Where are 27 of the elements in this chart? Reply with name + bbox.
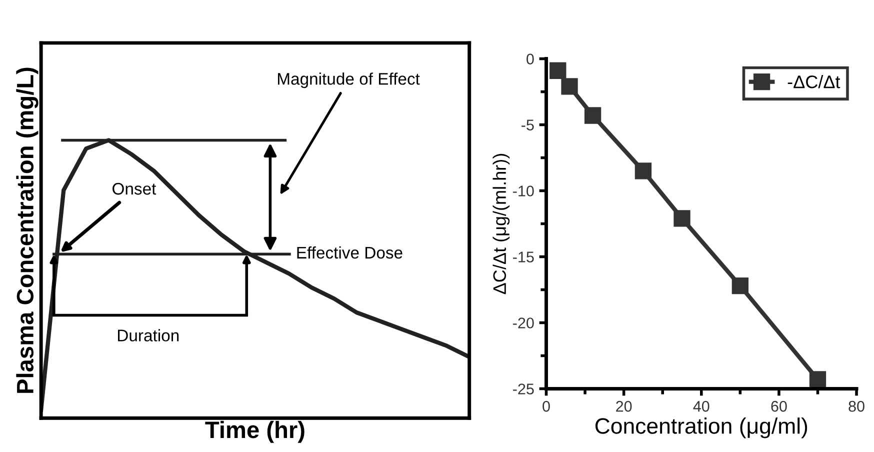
y-tick-label: -5 [522,120,534,130]
point [634,162,652,180]
x-tick-label: 80 [848,400,864,412]
x-tick-label: 20 [616,400,632,412]
ref-line-label: Effective Dose [297,246,402,259]
point [561,78,578,95]
point [550,62,566,79]
y-axis-title: Plasma Concentration (mg/L) [16,68,38,393]
annotation: Onset [112,182,156,195]
x-tick-label: 40 [693,400,710,412]
y-axis-title: ΔC/Δt (μg/(ml.hr)) [492,154,510,294]
point [809,371,826,388]
legend-label: -ΔC/Δt [788,75,840,88]
point [732,277,749,294]
x-axis-title: Time (hr) [205,420,304,443]
point [584,107,602,124]
y-tick-label: -15 [513,252,534,262]
y-tick-label: -20 [513,318,534,328]
annotation: Duration [118,329,179,342]
point [674,210,690,227]
x-tick-label: 0 [542,400,550,412]
x-tick-label: 60 [771,400,787,412]
y-tick-label: 0 [526,54,534,64]
y-tick-label: -10 [513,186,534,196]
x-axis-title: Concentration (μg/ml) [595,418,808,438]
y-tick-label: -25 [513,384,534,394]
text: Magnitude of Effect [278,72,420,88]
